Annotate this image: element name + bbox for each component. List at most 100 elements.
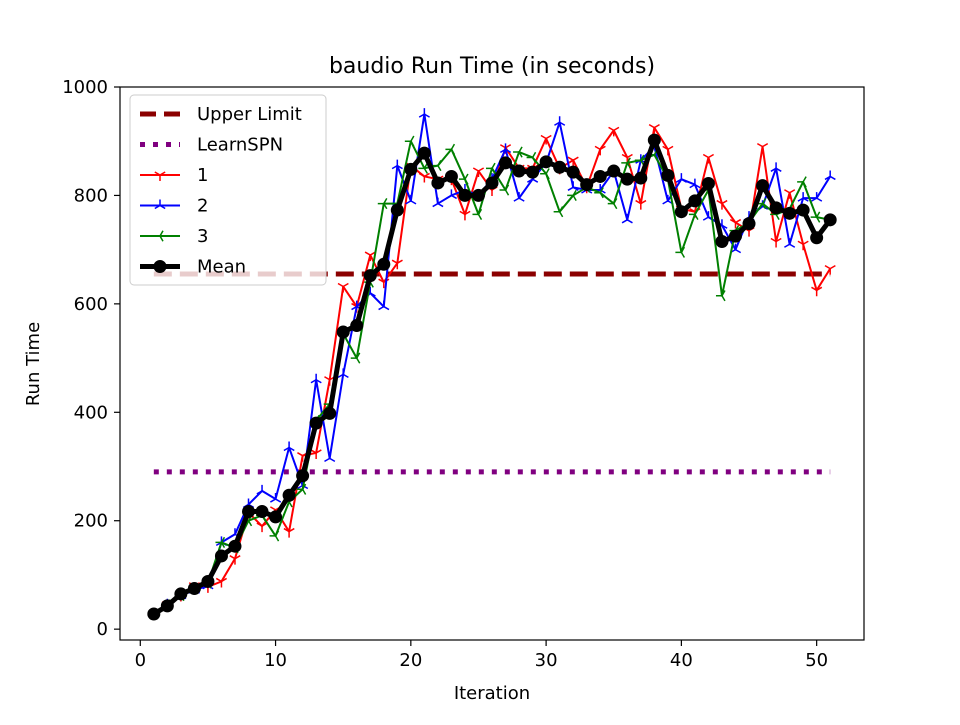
plot-area [147, 108, 837, 621]
series-2-point [256, 484, 268, 495]
series-mean-point [661, 168, 675, 182]
series-2-point [499, 143, 512, 153]
series-mean-point [756, 179, 770, 193]
x-tick-label: 30 [535, 650, 558, 671]
series-mean-point [512, 164, 526, 178]
series-2-point [554, 116, 566, 126]
series-3-point [810, 211, 821, 223]
legend-entry-mean-marker [153, 260, 167, 273]
legend-entry-3-label: 3 [197, 226, 208, 247]
series-3-point [350, 352, 361, 364]
series-2-point [283, 441, 295, 452]
series-1-point [283, 527, 295, 538]
series-mean-point [228, 539, 242, 553]
series-1-point [770, 237, 782, 248]
series-3-point [499, 184, 510, 196]
series-mean-point [796, 203, 810, 217]
series-3-point [486, 162, 496, 174]
series-mean-point [701, 177, 715, 191]
legend-entry-1-label: 1 [197, 165, 208, 186]
series-1-point [797, 240, 809, 251]
series-3-point [377, 197, 388, 210]
series-3-point [688, 208, 699, 220]
series-2-point [418, 108, 430, 118]
series-1-point [729, 218, 742, 229]
legend-entry-3-marker [154, 230, 164, 242]
axes: 0 10 20 30 40 50 0 200 400 600 800 1000 [62, 77, 865, 671]
series-3-point [404, 135, 415, 147]
series-mean-point [363, 269, 377, 283]
series-mean-point [634, 171, 648, 185]
series-mean-point [471, 188, 485, 202]
series-3-point [715, 290, 726, 302]
series-mean-point [593, 169, 607, 183]
series-3-point [675, 246, 686, 258]
series-mean-point [580, 178, 594, 192]
series-mean-point [187, 581, 201, 595]
series-3-point [594, 187, 604, 199]
axes-frame [119, 86, 865, 641]
series-3-point [458, 173, 469, 185]
series-3-point [540, 168, 550, 180]
series-mean-point [810, 231, 824, 245]
series-mean-point [174, 587, 188, 601]
series-2-point [797, 192, 809, 202]
series-mean-point [485, 176, 499, 190]
x-tick-label: 10 [264, 650, 287, 671]
series-1-point [215, 577, 228, 588]
series-1-point [824, 264, 836, 275]
series-mean-point [309, 416, 323, 430]
series-mean-point [296, 469, 310, 483]
series-mean-point [620, 172, 634, 186]
series-mean-point [350, 319, 364, 333]
series-mean-point [431, 176, 445, 190]
series-mean-point [282, 488, 296, 502]
series-mean-point [458, 188, 472, 202]
series-1-point [716, 199, 728, 210]
series-mean-point [553, 160, 567, 174]
series-1-point [459, 210, 471, 221]
series-mean-point [499, 156, 513, 170]
series-1-point [229, 555, 241, 565]
series-mean-point [214, 549, 228, 563]
legend-entry-1: 1 [140, 165, 208, 186]
series-mean-point [688, 194, 702, 208]
series-mean-point [715, 235, 729, 249]
series-2-point [770, 162, 782, 172]
series-mean-point [647, 133, 661, 147]
series-mean-point [526, 165, 540, 179]
legend-entry-upper-limit: Upper Limit [140, 104, 302, 125]
series-3-point [472, 208, 483, 220]
y-tick-label: 1000 [62, 77, 108, 98]
y-tick-label: 800 [74, 185, 108, 206]
x-tick-label: 40 [670, 650, 693, 671]
legend-entry-mean-label: Mean [197, 257, 246, 278]
series-1-point [337, 282, 349, 293]
series-1-point [784, 189, 796, 199]
series-3-point [567, 189, 577, 202]
series-2-point [567, 181, 579, 191]
series-3-point [513, 146, 523, 158]
series-3-point [797, 176, 807, 188]
series-2-point [675, 173, 687, 183]
legend-entry-learnspn: LearnSPN [140, 135, 283, 156]
series-mean-point [728, 229, 742, 243]
legend-entry-3: 3 [140, 226, 208, 247]
series-1-point [635, 199, 647, 210]
series-2-point [310, 373, 322, 384]
series-mean-point [566, 165, 580, 179]
series-mean-point [539, 155, 553, 169]
y-tick-label: 0 [97, 619, 108, 640]
chart-title: baudio Run Time (in seconds) [329, 54, 655, 79]
legend-entry-2-marker [154, 199, 166, 210]
series-1-point [567, 156, 579, 167]
series-mean-point [674, 205, 688, 219]
series-mean-point [201, 574, 215, 588]
series-mean-point [783, 206, 797, 220]
y-tick-label: 600 [74, 294, 108, 315]
series-2-point [621, 213, 633, 224]
legend-entry-1-marker [154, 171, 166, 181]
legend: Upper Limit LearnSPN 1 2 3 Mean [129, 94, 327, 286]
